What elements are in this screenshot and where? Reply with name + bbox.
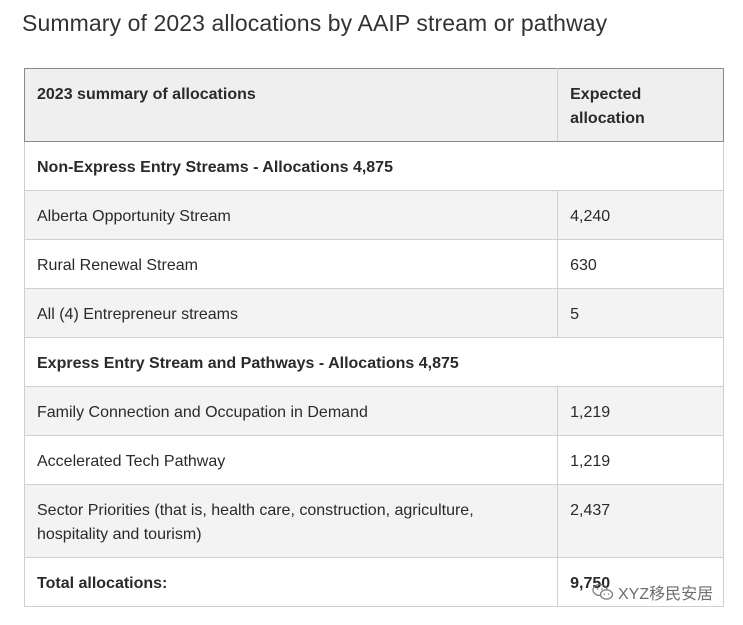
watermark: XYZ移民安居 (592, 580, 713, 604)
total-label: Total allocations: (23, 557, 559, 607)
table-row: Alberta Opportunity Stream 4,240 (23, 190, 724, 240)
column-header-expected-allocation: Expected allocation (557, 68, 724, 142)
table-row: Sector Priorities (that is, health care,… (23, 484, 724, 558)
row-label: All (4) Entrepreneur streams (23, 288, 559, 338)
watermark-text: XYZ移民安居 (618, 586, 714, 603)
page-title: Summary of 2023 allocations by AAIP stre… (22, 10, 608, 36)
row-label: Accelerated Tech Pathway (23, 435, 559, 485)
section-title: Non-Express Entry Streams - Allocations … (24, 141, 724, 191)
row-label: Sector Priorities (that is, health care,… (23, 484, 559, 558)
section-row: Express Entry Stream and Pathways - Allo… (24, 337, 724, 387)
row-value: 2,437 (557, 484, 724, 558)
row-label: Alberta Opportunity Stream (23, 190, 559, 240)
row-value: 630 (557, 239, 724, 289)
column-header-summary: 2023 summary of allocations (23, 68, 559, 142)
table-row: Accelerated Tech Pathway 1,219 (23, 435, 724, 485)
row-value: 5 (557, 288, 724, 338)
section-row: Non-Express Entry Streams - Allocations … (24, 141, 724, 191)
total-value: 9,750 (557, 557, 724, 607)
row-value: 1,219 (557, 386, 724, 436)
row-value: 4,240 (557, 190, 724, 240)
wechat-icon (592, 583, 614, 600)
row-label: Family Connection and Occupation in Dema… (23, 386, 559, 436)
row-label: Rural Renewal Stream (23, 239, 559, 289)
table-row: Family Connection and Occupation in Dema… (23, 386, 724, 436)
allocations-table: 2023 summary of allocations Expected all… (23, 68, 724, 607)
row-value: 1,219 (557, 435, 724, 485)
table-row: Rural Renewal Stream 630 (23, 239, 724, 289)
total-row: Total allocations: 9,750 (23, 557, 724, 607)
section-title: Express Entry Stream and Pathways - Allo… (24, 337, 724, 387)
table-header-row: 2023 summary of allocations Expected all… (23, 68, 724, 142)
table-row: All (4) Entrepreneur streams 5 (23, 288, 724, 338)
